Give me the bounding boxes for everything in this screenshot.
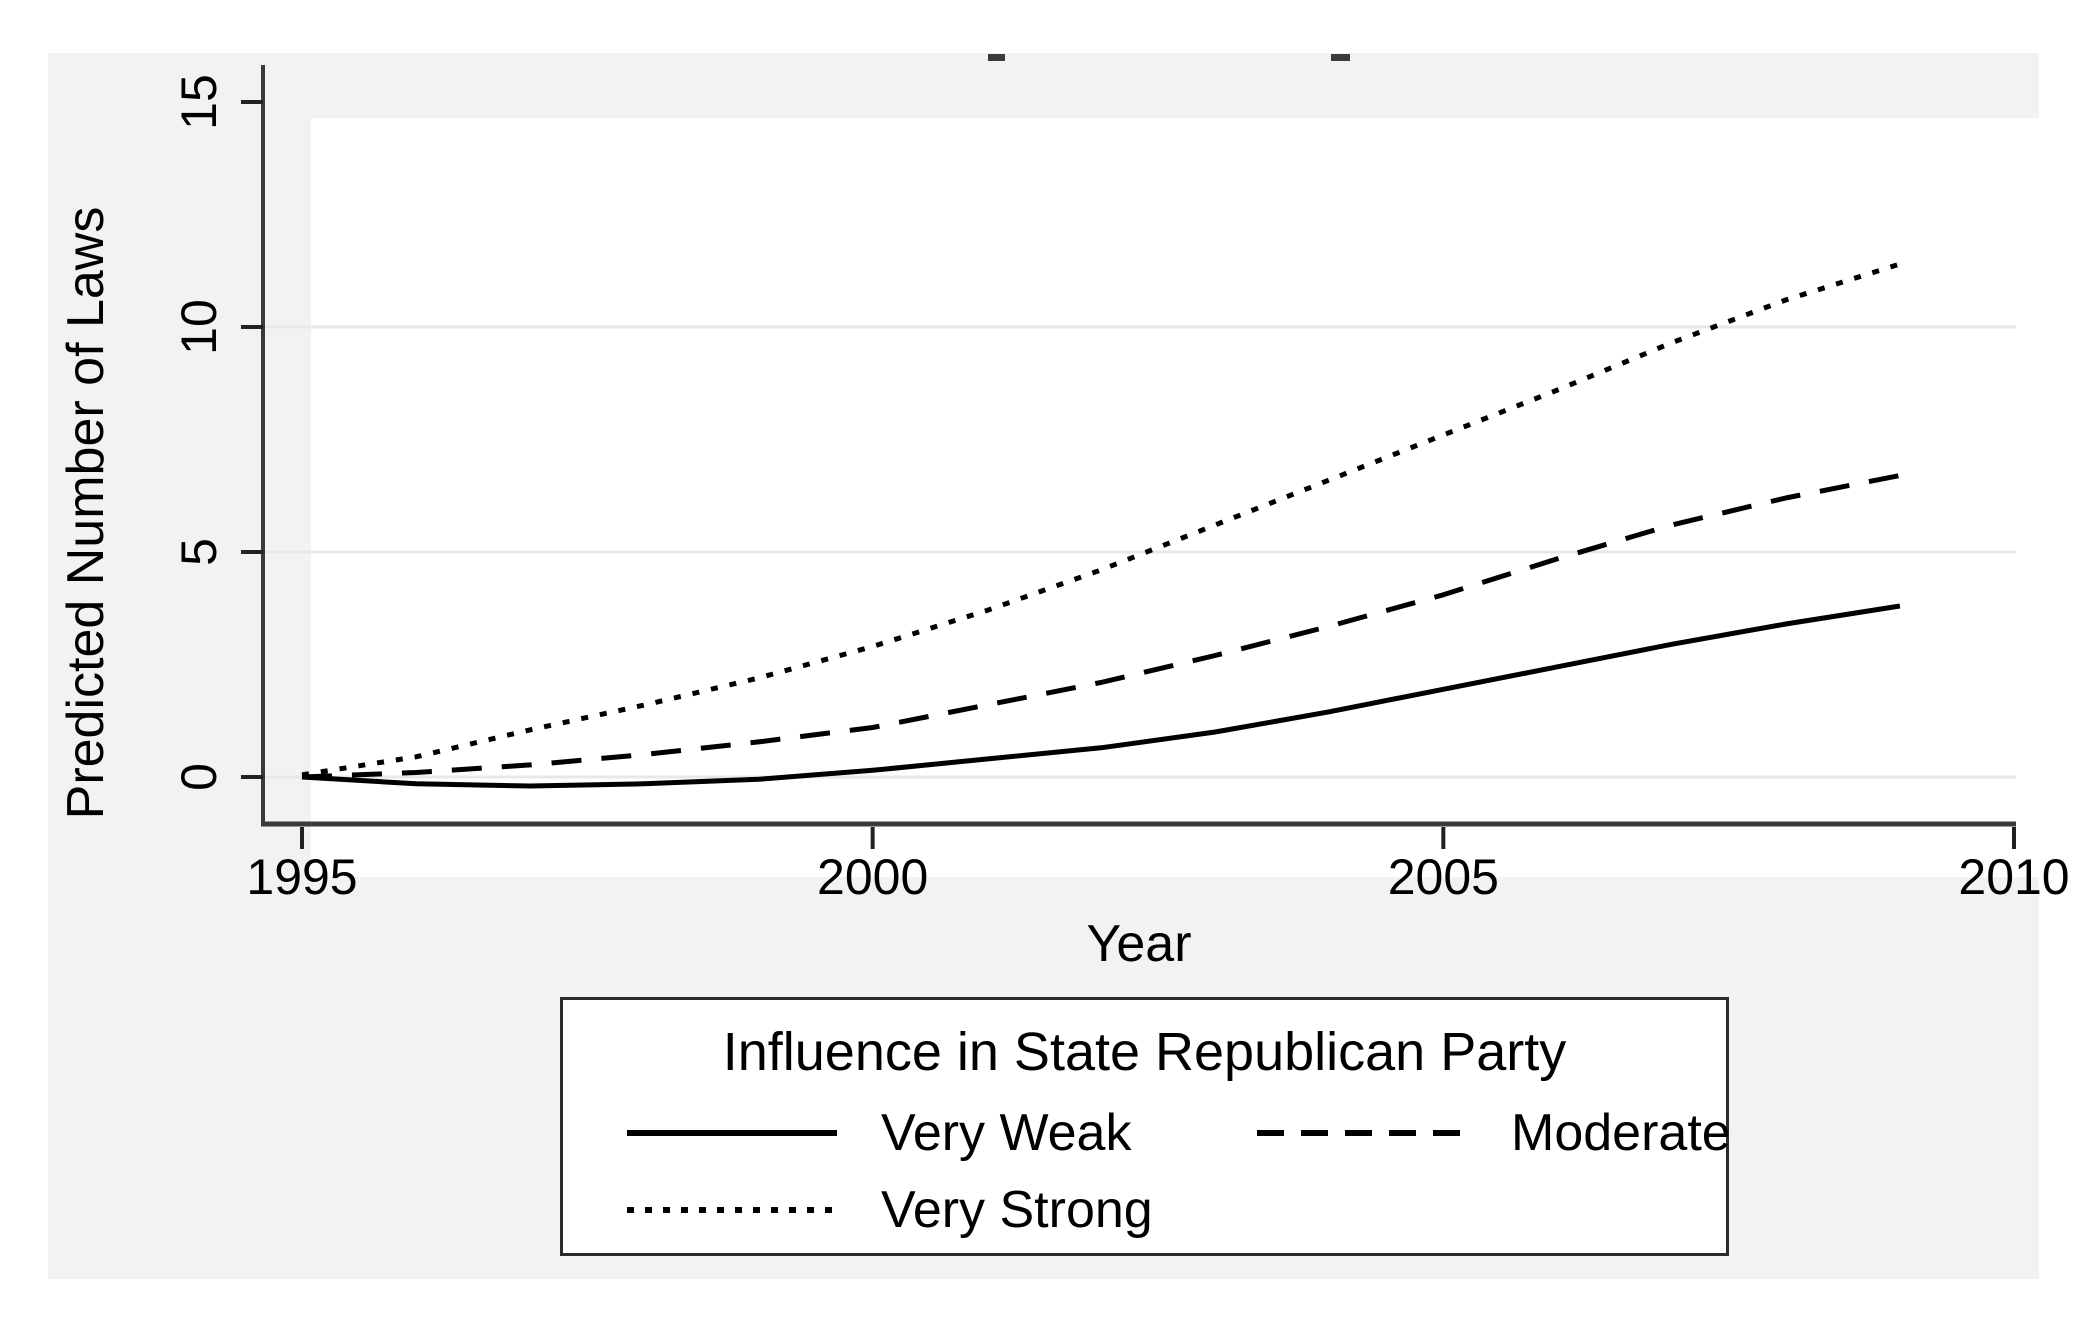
- legend-row: Very Strong: [627, 1172, 1257, 1247]
- series-line-very-weak: [301, 603, 1901, 789]
- x-axis-title: Year: [1086, 915, 1192, 973]
- dashed-line-swatch-icon: [1257, 1129, 1467, 1136]
- solid-line-swatch-icon: [627, 1129, 837, 1136]
- figure-background: [48, 53, 2064, 1279]
- y-axis-title: Predicted Number of Laws: [57, 206, 115, 820]
- x-tick-label-1995: 1995: [246, 849, 358, 905]
- plot-area: [311, 118, 2064, 877]
- legend-label-moderate: Moderate: [1511, 1103, 1731, 1162]
- legend-label-very-strong: Very Strong: [881, 1180, 1153, 1239]
- y-tick-label-15: 15: [171, 74, 227, 130]
- legend-label-very-weak: Very Weak: [881, 1103, 1132, 1162]
- legend-title: Influence in State Republican Party: [722, 1022, 1567, 1082]
- cropped-title-fragment: [1331, 54, 1350, 61]
- series-line-very-strong: [301, 261, 1901, 778]
- legend-item-very-strong: Very Strong: [627, 1180, 1257, 1240]
- x-tick-label-2010: 2010: [1958, 849, 2070, 905]
- x-tick-label-2000: 2000: [817, 849, 929, 905]
- cropped-title-fragment: [988, 54, 1005, 61]
- y-tick-label-5: 5: [171, 538, 227, 566]
- dotted-line-swatch-icon: [627, 1206, 837, 1213]
- y-tick-label-0: 0: [171, 763, 227, 791]
- legend-item-very-weak: Very Weak: [627, 1103, 1257, 1163]
- x-tick-label-2005: 2005: [1387, 849, 1499, 905]
- series-line-moderate: [301, 473, 1901, 780]
- legend: Influence in State Republican Party Very…: [560, 997, 1731, 1256]
- y-tick-label-10: 10: [171, 299, 227, 355]
- legend-row: Very Weak Moderate: [627, 1095, 1731, 1170]
- legend-item-moderate: Moderate: [1257, 1103, 1731, 1163]
